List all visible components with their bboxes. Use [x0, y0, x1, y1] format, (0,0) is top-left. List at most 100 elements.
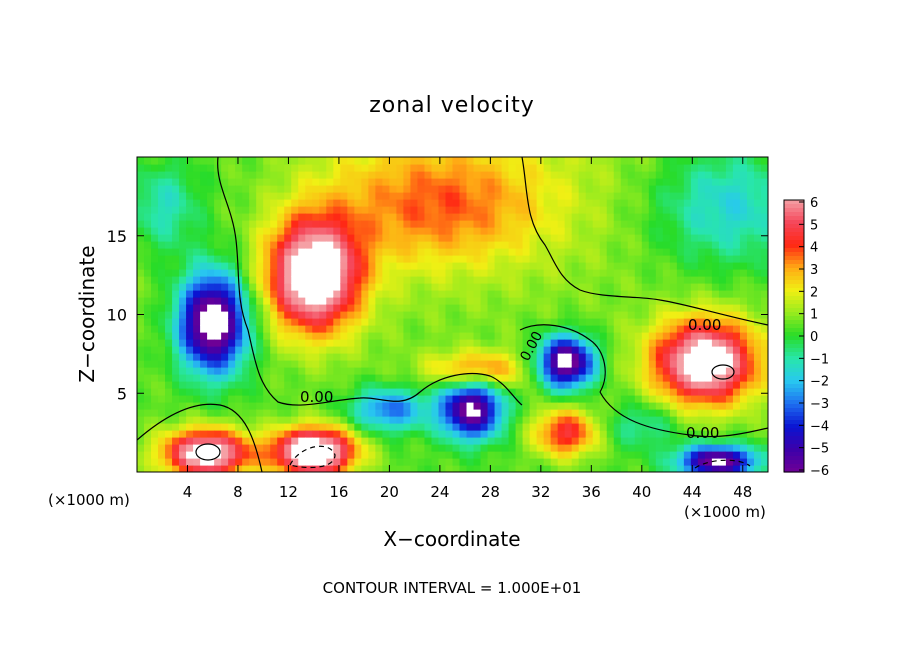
- heatmap-cell: [543, 220, 552, 228]
- heatmap-cell: [284, 381, 292, 389]
- heatmap-cell: [382, 220, 390, 228]
- heatmap-cell: [487, 234, 496, 242]
- heatmap-cell: [613, 199, 622, 207]
- heatmap-cell: [179, 297, 187, 305]
- heatmap-cell: [144, 353, 152, 361]
- heatmap-cell: [697, 206, 706, 214]
- heatmap-cell: [480, 206, 489, 214]
- heatmap-cell: [697, 276, 706, 284]
- heatmap-cell: [389, 360, 398, 368]
- heatmap-cell: [725, 178, 734, 186]
- heatmap-cell: [753, 157, 762, 165]
- heatmap-cell: [410, 402, 419, 410]
- heatmap-cell: [256, 381, 264, 389]
- heatmap-cell: [389, 388, 398, 396]
- heatmap-cell: [431, 367, 440, 375]
- heatmap-cell: [676, 423, 685, 431]
- heatmap-cell: [760, 437, 768, 445]
- heatmap-cell: [620, 381, 629, 389]
- heatmap-cell: [389, 451, 398, 459]
- heatmap-cell: [690, 360, 699, 368]
- heatmap-cell: [725, 304, 734, 312]
- heatmap-cell: [585, 304, 594, 312]
- heatmap-cell: [200, 262, 208, 270]
- heatmap-cell: [480, 360, 489, 368]
- heatmap-cell: [592, 185, 601, 193]
- heatmap-cell: [676, 304, 685, 312]
- heatmap-cell: [634, 444, 643, 452]
- heatmap-cell: [424, 304, 433, 312]
- heatmap-cell: [410, 192, 419, 200]
- heatmap-cell: [200, 381, 208, 389]
- heatmap-cell: [564, 318, 573, 326]
- heatmap-cell: [389, 157, 398, 165]
- heatmap-cell: [634, 367, 643, 375]
- heatmap-cell: [417, 430, 426, 438]
- heatmap-cell: [641, 234, 650, 242]
- heatmap-cell: [466, 171, 475, 179]
- heatmap-cell: [585, 458, 594, 466]
- heatmap-cell: [228, 367, 236, 375]
- heatmap-cell: [396, 241, 405, 249]
- heatmap-cell: [634, 178, 643, 186]
- heatmap-cell: [494, 227, 503, 235]
- heatmap-cell: [578, 374, 587, 382]
- heatmap-cell: [137, 332, 145, 340]
- x-unit-right: (×1000 m): [684, 503, 766, 521]
- heatmap-cell: [557, 157, 566, 165]
- heatmap-cell: [319, 444, 327, 452]
- heatmap-cell: [361, 346, 369, 354]
- heatmap-cell: [557, 241, 566, 249]
- heatmap-cell: [564, 409, 573, 417]
- heatmap-cell: [564, 171, 573, 179]
- heatmap-cell: [186, 206, 194, 214]
- heatmap-cell: [410, 304, 419, 312]
- heatmap-cell: [732, 171, 741, 179]
- heatmap-cell: [711, 164, 720, 172]
- heatmap-cell: [417, 297, 426, 305]
- heatmap-cell: [172, 213, 180, 221]
- heatmap-cell: [319, 297, 327, 305]
- heatmap-cell: [200, 171, 208, 179]
- heatmap-cell: [382, 241, 390, 249]
- heatmap-cell: [137, 416, 145, 424]
- heatmap-cell: [480, 367, 489, 375]
- heatmap-cell: [200, 227, 208, 235]
- heatmap-cell: [634, 248, 643, 256]
- heatmap-cell: [543, 402, 552, 410]
- heatmap-cell: [291, 465, 299, 472]
- heatmap-cell: [242, 220, 250, 228]
- heatmap-cell: [480, 437, 489, 445]
- heatmap-cell: [592, 318, 601, 326]
- heatmap-cell: [648, 311, 657, 319]
- heatmap-cell: [263, 234, 271, 242]
- heatmap-cell: [564, 311, 573, 319]
- heatmap-cell: [669, 178, 678, 186]
- heatmap-cell: [396, 402, 405, 410]
- heatmap-cell: [249, 220, 257, 228]
- heatmap-cell: [298, 367, 306, 375]
- heatmap-cell: [732, 283, 741, 291]
- heatmap-cell: [403, 458, 412, 466]
- heatmap-cell: [284, 255, 292, 263]
- heatmap-cell: [235, 346, 243, 354]
- heatmap-cell: [487, 206, 496, 214]
- heatmap-cell: [221, 360, 229, 368]
- heatmap-cell: [312, 241, 320, 249]
- heatmap-cell: [564, 213, 573, 221]
- heatmap-cell: [200, 374, 208, 382]
- heatmap-cell: [487, 381, 496, 389]
- heatmap-cell: [606, 248, 615, 256]
- heatmap-cell: [158, 402, 166, 410]
- heatmap-cell: [557, 192, 566, 200]
- heatmap-cell: [165, 465, 173, 472]
- heatmap-cell: [473, 325, 482, 333]
- x-tick-label: 24: [430, 483, 449, 501]
- heatmap-cell: [417, 290, 426, 298]
- heatmap-cell: [627, 437, 636, 445]
- heatmap-cell: [431, 437, 440, 445]
- heatmap-cell: [270, 283, 278, 291]
- heatmap-cell: [305, 409, 313, 417]
- heatmap-cell: [564, 234, 573, 242]
- heatmap-cell: [235, 458, 243, 466]
